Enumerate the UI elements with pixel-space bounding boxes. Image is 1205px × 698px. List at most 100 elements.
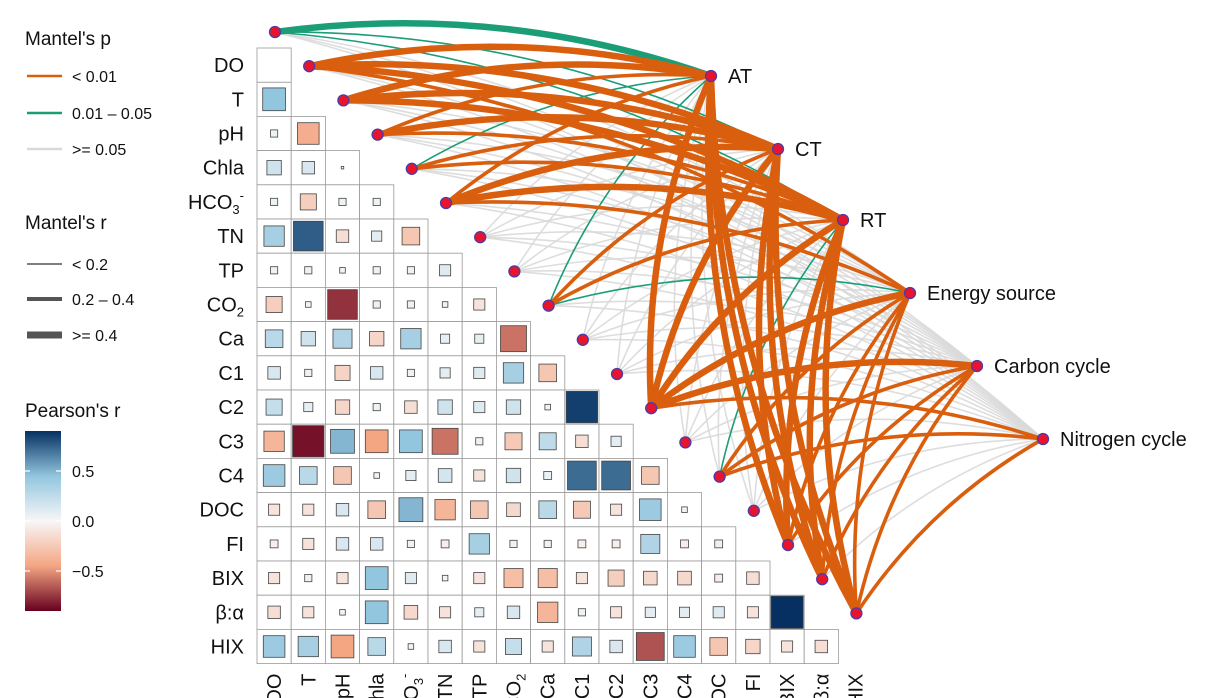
heatmap-cell-c4-chla bbox=[373, 472, 380, 479]
link-tn-to-rt bbox=[442, 183, 847, 224]
heatmap-cell-c1-chla bbox=[370, 366, 384, 380]
env-node-carbon-cycle bbox=[970, 359, 984, 373]
heatmap-cell-doc-c2 bbox=[610, 503, 623, 516]
heatmap-cell-c2-do bbox=[265, 398, 283, 416]
link-hco3-to-rt bbox=[410, 160, 845, 222]
heatmap-cell-c4-t bbox=[299, 466, 318, 485]
heatmap-cell-bix-ph bbox=[336, 572, 349, 585]
link-chla-to-rt bbox=[375, 131, 845, 222]
node-c1 bbox=[576, 333, 589, 346]
heatmap-cell-doc-tp bbox=[470, 500, 489, 519]
heatmap-cell--tn bbox=[439, 606, 452, 619]
node-do bbox=[268, 25, 282, 39]
link-ca-to-at bbox=[547, 75, 712, 307]
heatmap-cell-hco3-t bbox=[299, 193, 317, 211]
row-label-t: T bbox=[232, 89, 244, 111]
heatmap-cell-ph-do bbox=[270, 129, 279, 138]
heatmap-cell-co2-hco3 bbox=[406, 300, 415, 309]
heatmap-cell-hix-c4 bbox=[673, 635, 696, 658]
heatmap-cell-bix-doc bbox=[714, 573, 724, 583]
link-ph-to-at bbox=[340, 61, 715, 104]
heatmap-cell-fi-co2 bbox=[509, 539, 518, 548]
link-bix-to-at bbox=[704, 72, 792, 549]
heatmap-cell-hix-c2 bbox=[609, 639, 623, 654]
env-label-energy-source: Energy source bbox=[927, 283, 1056, 305]
heatmap-cell-fi-t bbox=[302, 537, 315, 550]
heatmap-cell-ca-tn bbox=[440, 333, 451, 344]
legend-mantel-r: Mantel's r < 0.2 0.2 – 0.4 >= 0.4 bbox=[25, 213, 134, 345]
heatmap-cell-fi-c1 bbox=[577, 539, 587, 549]
heatmap-cell-doc-co2 bbox=[506, 502, 521, 517]
col-label-group-doc: DOC bbox=[709, 674, 731, 698]
col-label-bix: BIX bbox=[777, 674, 799, 698]
heatmap-cell-doc-t bbox=[302, 503, 315, 516]
legend-mantel-p: Mantel's p < 0.01 0.01 – 0.05 >= 0.05 bbox=[25, 29, 152, 159]
heatmap-cell-c2-ph bbox=[334, 399, 351, 415]
heatmap-cell-c3-do bbox=[263, 430, 285, 452]
env-node-at bbox=[704, 69, 718, 83]
heatmap-cell-c3-tp bbox=[475, 437, 484, 446]
heatmap-cell-hco3-do bbox=[270, 197, 279, 206]
node-ca bbox=[542, 299, 555, 312]
legend-r-label-1: < 0.2 bbox=[72, 257, 108, 274]
col-label-group-co2: CO2 bbox=[504, 674, 529, 698]
row-label-tn: TN bbox=[217, 226, 244, 248]
heatmap-cell-tp-chla bbox=[372, 266, 381, 275]
heatmap-cell-doc-tn bbox=[434, 499, 456, 521]
heatmap-cell-hix-ph bbox=[330, 634, 355, 659]
heatmap-cell--ph bbox=[339, 609, 346, 616]
link-bix-to-energy-source bbox=[786, 291, 912, 547]
link-ca-to-ct bbox=[546, 147, 780, 308]
link-c2-to-rt bbox=[616, 219, 844, 375]
heatmap-cell-c3-c1 bbox=[575, 434, 589, 448]
heatmap-cell-fi-chla bbox=[370, 537, 384, 551]
heatmap-cell-c4-do bbox=[262, 464, 286, 487]
link-c3-to-nitrogen-cycle bbox=[649, 395, 1045, 441]
col-label-hco3: HCO3- bbox=[397, 674, 426, 698]
legend-r-label-3: >= 0.4 bbox=[72, 328, 117, 345]
heatmap-cell-doc-ca bbox=[538, 500, 557, 519]
heatmap-cell-fi-c3 bbox=[640, 533, 661, 554]
heatmap-cell-co2-do bbox=[265, 296, 283, 313]
node-doc bbox=[713, 470, 726, 483]
heatmap-cell-c3-tn bbox=[431, 427, 459, 455]
heatmap-cell-bix-do bbox=[268, 572, 281, 585]
link-hco3-to-ct bbox=[410, 134, 780, 171]
node-c3 bbox=[645, 402, 658, 415]
link--to-ct bbox=[766, 145, 826, 583]
node-c4 bbox=[679, 436, 692, 449]
heatmap-cell-doc-c3 bbox=[639, 498, 662, 521]
legend-mantel-p-title: Mantel's p bbox=[25, 29, 111, 50]
heatmap-cell-c1-ca bbox=[538, 363, 557, 383]
heatmap-cell-fi-tn bbox=[440, 539, 450, 549]
heatmap-cell-fi-hco3 bbox=[406, 539, 415, 548]
heatmap-cell-c1-tp bbox=[473, 366, 486, 379]
heatmap-cell-ca-chla bbox=[369, 331, 385, 347]
heatmap-cell-fi-doc bbox=[714, 539, 724, 549]
link-doc-to-energy-source bbox=[717, 291, 912, 479]
link-c3-to-at bbox=[646, 72, 715, 412]
link-c3-to-ct bbox=[647, 145, 782, 412]
heatmap-cell-hix-ca bbox=[541, 640, 554, 653]
col-label-hix: HIX bbox=[846, 674, 868, 698]
link-co2-to-at bbox=[513, 75, 712, 273]
heatmap-cell-c2-ca bbox=[544, 403, 551, 411]
row-label-do: DO bbox=[214, 55, 244, 77]
env-label-ct: CT bbox=[795, 139, 822, 161]
row-label-tp: TP bbox=[218, 260, 244, 282]
heatmap-cell-tn-hco3 bbox=[401, 226, 421, 246]
col-label-ca: Ca bbox=[538, 673, 560, 698]
environment-nodes: AT CT RT Energy source Carbon cycle Nitrogen … bbox=[704, 66, 1187, 451]
link-ca-to-rt bbox=[546, 218, 845, 308]
heatmap-cell-tn-ph bbox=[335, 229, 350, 243]
link-c1-to-at bbox=[582, 75, 712, 341]
heatmap-cell-doc-hco3 bbox=[398, 497, 424, 523]
heatmap-cell--c1 bbox=[577, 608, 586, 617]
heatmap-cell-bix-c4 bbox=[677, 570, 692, 586]
node-tp bbox=[474, 231, 487, 244]
env-label-rt: RT bbox=[860, 210, 886, 232]
heatmap-cell-hco3-chla bbox=[372, 197, 381, 206]
legend-mantel-r-title: Mantel's r bbox=[25, 213, 107, 234]
heatmap-cell-fi-c4 bbox=[680, 539, 689, 549]
node-fi bbox=[747, 504, 760, 517]
